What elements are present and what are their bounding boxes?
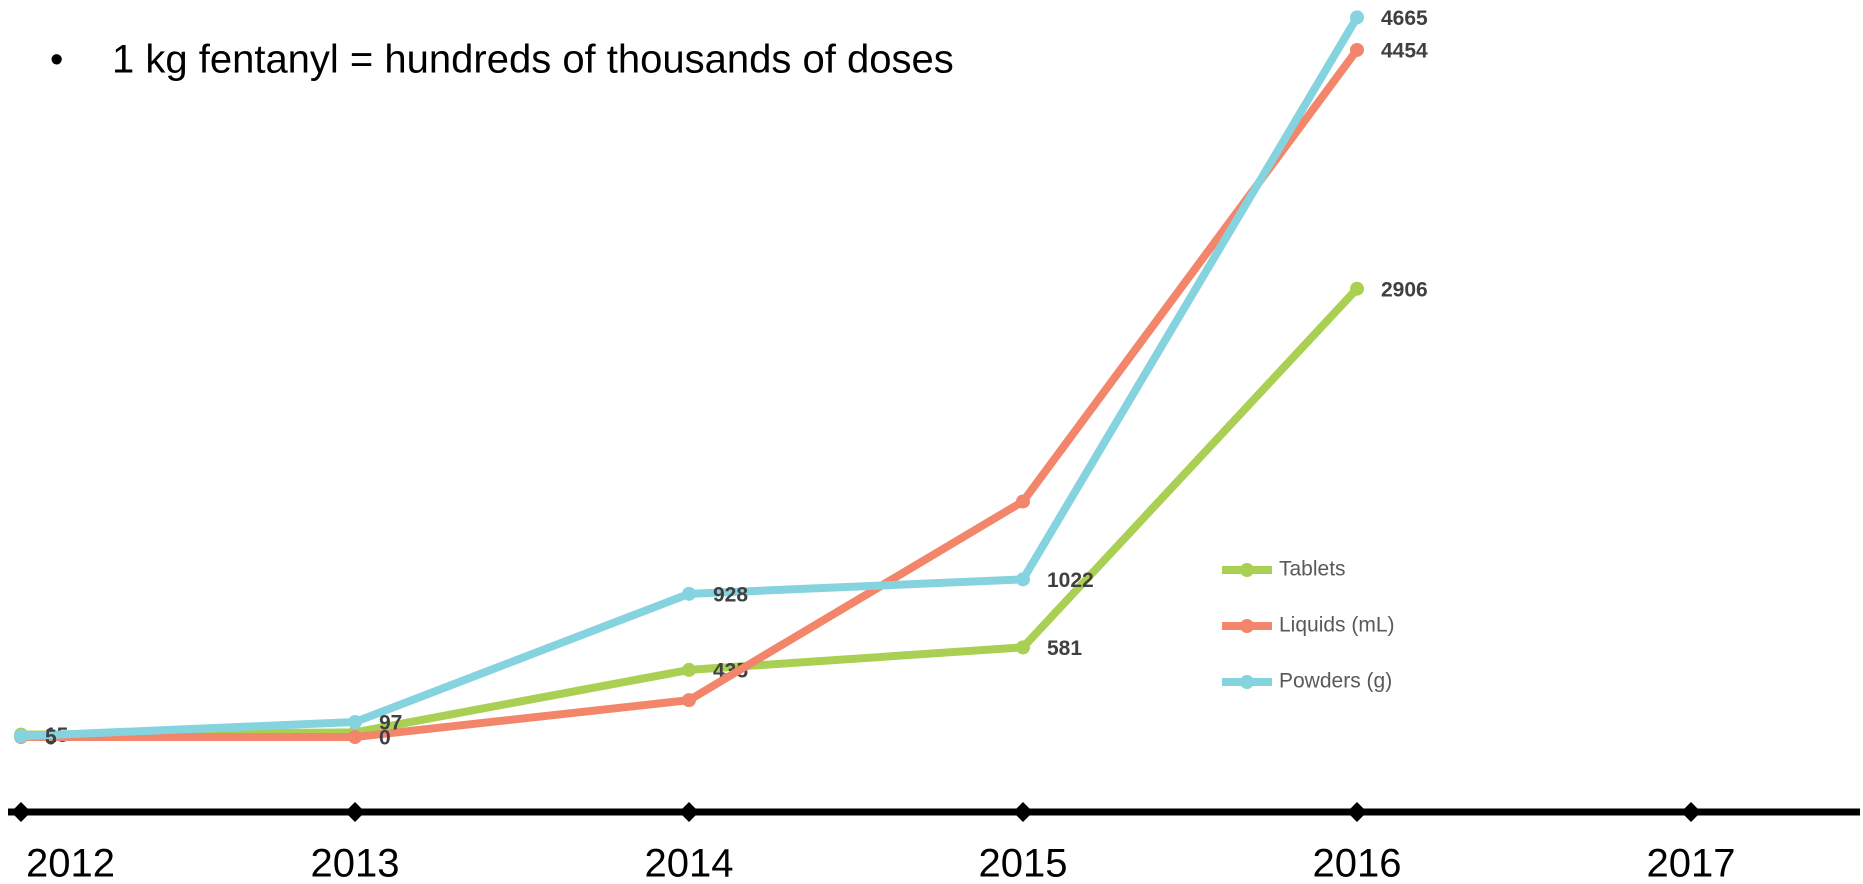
data-point: [1350, 281, 1364, 296]
data-label: 1022: [1047, 569, 1094, 592]
series-line: [21, 47, 1361, 741]
data-point: [682, 586, 696, 601]
series-line: [20, 15, 1361, 741]
data-label: 2906: [1381, 278, 1428, 301]
data-label: 97: [379, 712, 402, 735]
bullet-text: 1 kg fentanyl = hundreds of thousands of…: [112, 38, 954, 82]
data-label: 4665: [1381, 7, 1428, 30]
legend-label: Powders (g): [1279, 670, 1392, 693]
data-label: 0: [379, 727, 391, 750]
year-label: 2012: [26, 842, 115, 884]
bullet-dot: •: [50, 39, 63, 81]
data-point: [682, 693, 696, 708]
data-label: 928: [713, 583, 748, 606]
data-label: 581: [1047, 637, 1082, 660]
timeline-marker: [1347, 802, 1367, 822]
timeline-marker: [11, 802, 31, 822]
legend-label: Liquids (mL): [1279, 614, 1395, 637]
data-point: [1016, 640, 1030, 655]
legend-label: Tablets: [1279, 558, 1346, 581]
data-point: [348, 730, 362, 744]
data-point: [1350, 10, 1364, 25]
year-label: 2013: [311, 842, 400, 884]
timeline-marker: [679, 802, 699, 822]
data-point: [682, 662, 696, 677]
legend-dot: [1240, 675, 1254, 689]
data-label: 5: [45, 726, 57, 749]
data-label: 4454: [1381, 39, 1428, 62]
year-label: 2015: [979, 842, 1068, 884]
year-label: 2016: [1313, 842, 1402, 884]
legend-dot: [1240, 563, 1254, 577]
data-point: [1350, 42, 1364, 57]
legend-dot: [1240, 619, 1254, 633]
timeline-marker: [1013, 802, 1033, 822]
data-point: [1016, 494, 1030, 509]
data-point: [1016, 572, 1030, 587]
timeline-marker: [1681, 802, 1701, 822]
year-label: 2014: [645, 842, 734, 884]
year-label: 2017: [1647, 842, 1736, 884]
timeline-marker: [345, 802, 365, 822]
data-point: [14, 729, 28, 744]
data-point: [348, 715, 362, 730]
